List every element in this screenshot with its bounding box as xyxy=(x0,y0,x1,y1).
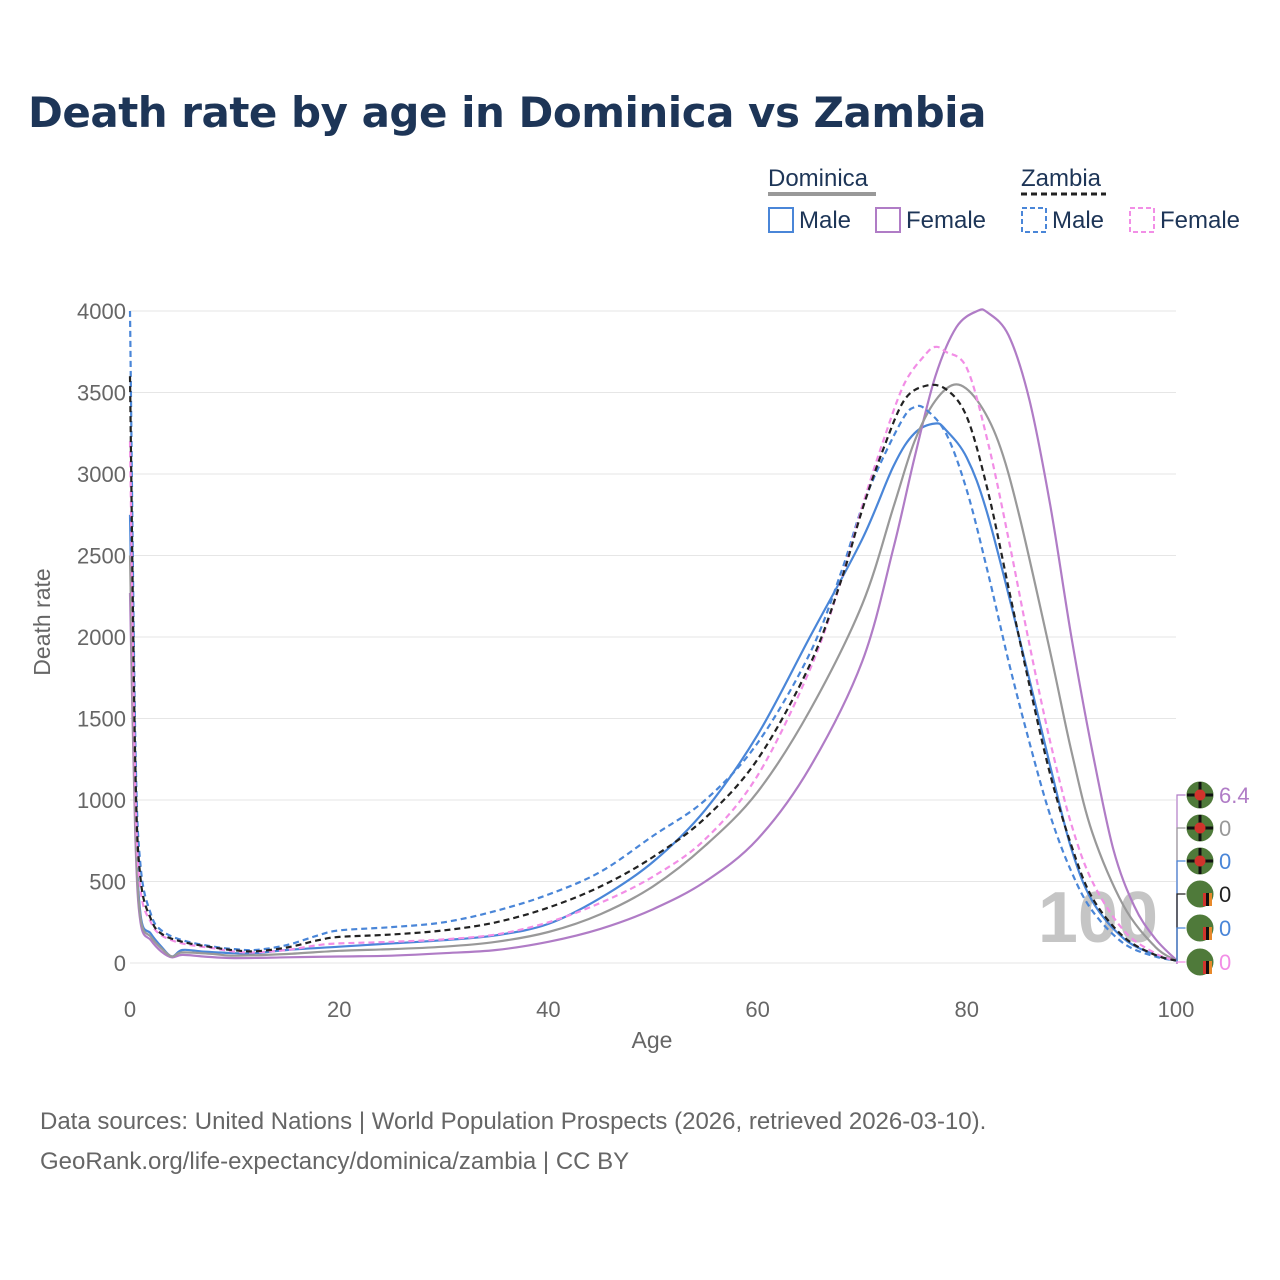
y-tick-label: 4000 xyxy=(77,299,126,324)
y-axis-label: Death rate xyxy=(29,568,55,675)
flag-stripe xyxy=(1203,893,1206,906)
legend-label-dominica-female[interactable]: Female xyxy=(906,207,986,234)
y-axis-ticks: 0 500 1000 1500 2000 2500 3000 3500 4000 xyxy=(77,299,126,976)
legend-swatch-dominica-female[interactable] xyxy=(875,207,901,233)
y-tick-label: 3000 xyxy=(77,462,126,487)
series-line-zambia-male[interactable] xyxy=(128,310,1177,962)
legend: Dominica Zambia Male Female Male Female xyxy=(768,165,1240,234)
series-line-dominica-female[interactable] xyxy=(128,308,1177,961)
end-value-label: 0 xyxy=(1219,816,1231,841)
flag-stripe xyxy=(1203,961,1206,974)
end-value-label: 0 xyxy=(1219,849,1231,874)
y-tick-label: 0 xyxy=(114,951,126,976)
end-markers: 6.4 0 0 0 0 0 xyxy=(1176,780,1250,977)
chart-title: Death rate by age in Dominica vs Zambia xyxy=(28,88,986,137)
y-tick-label: 1000 xyxy=(77,788,126,813)
source-line: Data sources: United Nations | World Pop… xyxy=(40,1108,987,1135)
y-tick-label: 500 xyxy=(89,870,126,895)
end-value-label: 0 xyxy=(1219,916,1231,941)
legend-swatch-dominica-male[interactable] xyxy=(768,207,794,233)
legend-group-zambia: Zambia xyxy=(1021,165,1102,192)
y-tick-label: 3500 xyxy=(77,381,126,406)
y-tick-label: 2000 xyxy=(77,625,126,650)
legend-label-zambia-female[interactable]: Female xyxy=(1160,207,1240,234)
series-line-dominica-male[interactable] xyxy=(128,422,1177,962)
x-tick-label: 20 xyxy=(327,997,351,1022)
legend-swatch-zambia-male[interactable] xyxy=(1021,207,1047,233)
flag-stripe xyxy=(1209,893,1212,906)
x-tick-label: 40 xyxy=(536,997,560,1022)
flag-emblem xyxy=(1194,855,1206,867)
series-lines xyxy=(128,308,1177,962)
end-connector xyxy=(1176,961,1186,964)
end-value-label: 0 xyxy=(1219,882,1231,907)
y-tick-label: 1500 xyxy=(77,707,126,732)
x-tick-label: 60 xyxy=(745,997,769,1022)
legend-group-dominica: Dominica xyxy=(768,165,869,192)
flag-stripe xyxy=(1206,893,1209,906)
legend-label-zambia-male[interactable]: Male xyxy=(1052,207,1104,234)
flag-stripe xyxy=(1209,927,1212,940)
flag-emblem xyxy=(1194,822,1206,834)
series-line-zambia-total[interactable] xyxy=(128,376,1177,962)
series-line-zambia-female[interactable] xyxy=(128,345,1177,962)
x-tick-label: 100 xyxy=(1158,997,1195,1022)
legend-label-dominica-male[interactable]: Male xyxy=(799,207,851,234)
legend-swatch-zambia-female[interactable] xyxy=(1129,207,1155,233)
end-connector xyxy=(1176,927,1186,964)
series-line-dominica-total[interactable] xyxy=(128,383,1177,962)
flag-stripe xyxy=(1209,961,1212,974)
source-url[interactable]: GeoRank.org/life-expectancy/dominica/zam… xyxy=(40,1148,630,1175)
flag-emblem xyxy=(1194,789,1206,801)
y-tick-label: 2500 xyxy=(77,544,126,569)
x-axis-ticks: 0 20 40 60 80 100 xyxy=(124,997,1194,1022)
x-tick-label: 80 xyxy=(955,997,979,1022)
flag-stripe xyxy=(1206,927,1209,940)
grid xyxy=(130,310,1176,964)
end-value-label: 6.4 xyxy=(1219,783,1250,808)
x-axis-label: Age xyxy=(632,1027,673,1053)
x-tick-label: 0 xyxy=(124,997,136,1022)
end-value-label: 0 xyxy=(1219,950,1231,975)
flag-stripe xyxy=(1206,961,1209,974)
flag-stripe xyxy=(1203,927,1206,940)
